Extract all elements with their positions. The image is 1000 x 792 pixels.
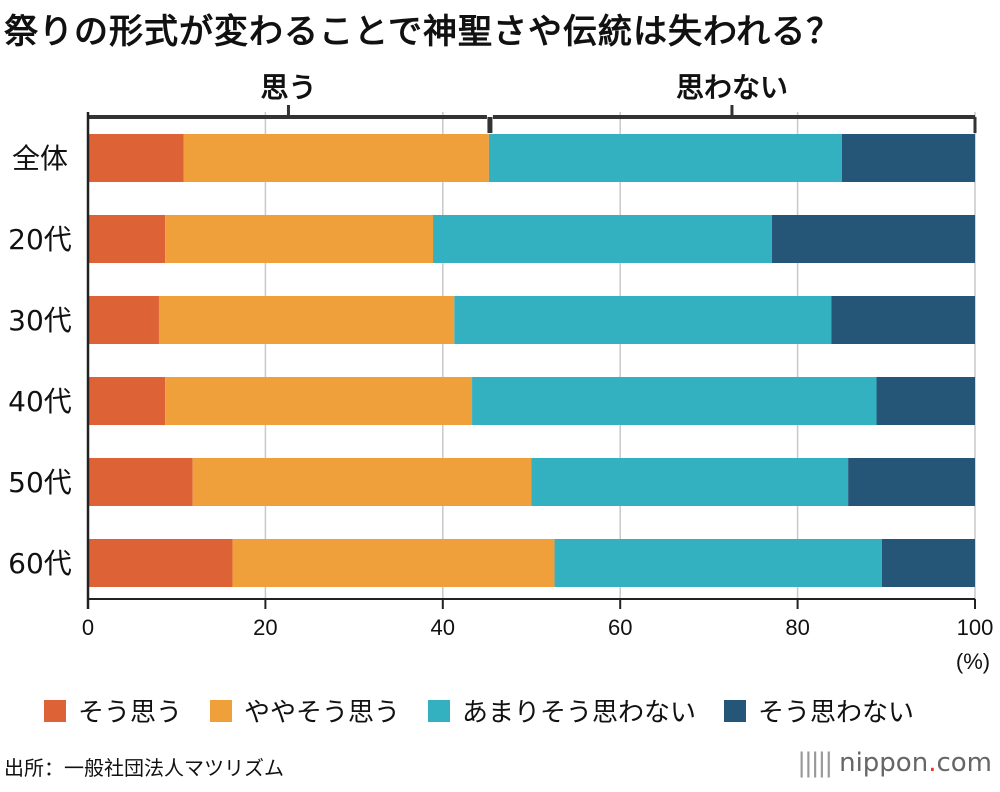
bar-segment [454,296,832,344]
legend-swatch [428,699,451,722]
legend: そう思う ややそう思う あまりそう思わない そう思わない [44,692,942,729]
legend-swatch [724,699,747,722]
category-label: 20代 [8,223,72,256]
brackets: 思う 思わない [88,71,977,133]
legend-label: ややそう思う [244,698,401,728]
brand-dot: . [928,748,937,778]
x-tick-label: 20 [253,615,277,640]
bar-segment [831,296,975,344]
bars [88,134,975,587]
bar-segment [881,539,975,587]
category-label: 30代 [8,304,72,337]
x-unit-label: (%) [956,649,990,674]
x-tick-label: 0 [82,615,94,640]
gridlines [264,112,976,599]
bar-segment [554,539,882,587]
legend-item: ややそう思う [210,692,400,729]
brand-logo[interactable]: ||||| nippon.com [797,748,992,778]
stacked-bar-chart: 思う 思わない 全体 20代 30代 40代 50代 60代 0 20 40 60 80 100 (%) [8,71,993,674]
bar-segment [88,296,159,344]
legend-label: そう思わない [758,698,915,728]
bar-segment [876,377,975,425]
x-tick-label: 40 [431,615,455,640]
bracket-left-label: 思う [260,71,316,104]
bar-segment [192,458,532,506]
bar-segment [531,458,849,506]
legend-item: あまりそう思わない [428,692,696,729]
legend-label: あまりそう思わない [462,698,697,728]
x-tick-label: 80 [785,615,809,640]
legend-swatch [210,699,233,722]
bar-segment [158,296,455,344]
source-note: 出所：一般社団法人マツリズム [4,756,284,780]
bar-segment [88,377,166,425]
bar-segment [183,134,489,182]
x-tick-label: 100 [957,615,994,640]
legend-swatch [44,699,66,722]
category-label: 50代 [8,466,72,499]
bar-segment [472,377,877,425]
bar-segment [232,539,555,587]
bar-segment [848,458,975,506]
legend-label: そう思う [78,698,183,728]
bar-segment [165,377,473,425]
logo-bars-icon: ||||| [797,748,833,778]
bar-segment [88,215,166,263]
category-label: 40代 [8,385,72,418]
legend-item: そう思わない [724,692,914,729]
bracket-right-label: 思わない [676,71,788,104]
bar-segment [488,134,842,182]
bar-segment [433,215,772,263]
legend-item: そう思う [44,692,182,729]
x-axis-ticks: 0 20 40 60 80 100 (%) [82,112,993,674]
chart-title: 祭りの形式が変わることで神聖さや伝統は失われる？ [4,12,842,52]
category-label: 60代 [8,547,72,580]
bar-segment [88,539,233,587]
category-label: 全体 [12,142,68,175]
bar-segment [165,215,434,263]
brand-main: nippon [839,748,929,778]
bar-segment [88,134,184,182]
bar-segment [88,458,193,506]
brand-suffix: com [936,748,992,778]
x-tick-label: 60 [608,615,632,640]
bar-segment [841,134,975,182]
category-labels: 全体 20代 30代 40代 50代 60代 [8,142,72,580]
bar-segment [771,215,975,263]
